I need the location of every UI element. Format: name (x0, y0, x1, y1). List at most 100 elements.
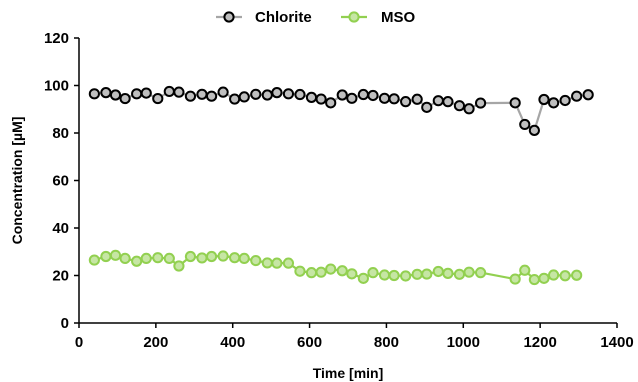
data-point-chlorite (528, 124, 540, 136)
data-point-mso (250, 254, 262, 267)
data-point-mso (559, 270, 571, 282)
data-point-mso (152, 252, 164, 264)
data-point-mso (442, 267, 454, 279)
data-point-chlorite (463, 103, 475, 115)
x-tick-label: 1400 (600, 334, 633, 351)
data-point-chlorite (152, 92, 164, 105)
data-point-mso (271, 257, 283, 269)
data-point-mso (119, 252, 131, 264)
y-tick-label: 40 (52, 220, 69, 237)
data-point-chlorite (571, 90, 583, 102)
data-point-mso (411, 268, 423, 280)
data-point-mso (282, 257, 295, 269)
data-point-chlorite (582, 89, 594, 101)
data-point-mso (100, 250, 112, 263)
data-point-mso (336, 265, 348, 277)
data-point-mso (217, 250, 229, 262)
data-point-mso (229, 252, 241, 264)
data-point-chlorite (559, 94, 571, 107)
data-point-chlorite (250, 88, 262, 100)
legend-marker-mso (348, 11, 360, 23)
data-point-chlorite (271, 87, 283, 99)
data-point-chlorite (261, 89, 273, 101)
data-point-chlorite (173, 86, 185, 98)
x-tick-label: 400 (220, 334, 245, 351)
data-point-chlorite (336, 89, 348, 101)
data-point-mso (400, 270, 412, 282)
data-point-chlorite (140, 87, 152, 99)
legend-item-mso: MSO (341, 9, 416, 26)
data-point-chlorite (378, 92, 391, 104)
x-tick-label: 800 (374, 334, 399, 351)
data-point-chlorite (547, 97, 560, 109)
data-point-chlorite (205, 90, 218, 102)
data-point-chlorite (119, 92, 131, 105)
data-point-mso (378, 269, 391, 281)
data-point-chlorite (519, 118, 531, 131)
data-point-mso (519, 264, 531, 276)
data-point-chlorite (217, 86, 229, 98)
data-point-mso (474, 267, 487, 279)
data-point-chlorite (238, 91, 250, 103)
data-point-mso (528, 273, 540, 286)
x-tick-label: 1000 (447, 334, 480, 351)
data-point-mso (184, 250, 197, 263)
data-point-chlorite (315, 93, 327, 105)
data-point-mso (305, 267, 318, 279)
data-point-chlorite (305, 91, 318, 103)
data-point-mso (109, 249, 122, 261)
data-point-chlorite (509, 97, 521, 109)
x-tick-label: 0 (75, 334, 83, 351)
x-tick-label: 1200 (523, 334, 556, 351)
series-chlorite (88, 85, 594, 136)
data-point-mso (173, 260, 185, 272)
data-point-chlorite (388, 93, 400, 105)
legend-label-mso: MSO (381, 9, 416, 26)
data-point-chlorite (131, 88, 143, 100)
legend-item-chlorite: Chlorite (216, 9, 312, 26)
data-point-chlorite (400, 96, 412, 108)
data-point-mso (205, 250, 218, 263)
data-point-mso (163, 252, 175, 264)
data-point-mso (367, 267, 379, 279)
data-point-mso (238, 252, 250, 264)
y-tick-label: 0 (61, 315, 69, 332)
data-point-mso (294, 265, 306, 277)
data-point-mso (571, 269, 583, 281)
x-tick-label: 200 (143, 334, 168, 351)
data-point-chlorite (88, 88, 100, 100)
x-axis-label: Time [min] (313, 365, 384, 381)
data-point-mso (538, 272, 550, 284)
legend: Chlorite MSO (216, 9, 416, 26)
data-point-chlorite (421, 101, 433, 113)
series-mso (88, 249, 583, 286)
data-point-mso (509, 273, 521, 285)
data-point-mso (325, 263, 337, 275)
data-point-chlorite (100, 87, 112, 99)
data-point-mso (140, 252, 152, 264)
x-tick-label: 600 (297, 334, 322, 351)
data-point-chlorite (453, 100, 466, 112)
data-point-mso (432, 265, 444, 278)
legend-marker-chlorite (223, 11, 235, 23)
data-point-chlorite (346, 92, 358, 104)
data-point-chlorite (294, 88, 306, 101)
data-point-mso (315, 266, 327, 278)
data-point-chlorite (184, 90, 197, 102)
data-point-mso (547, 269, 560, 281)
data-point-chlorite (229, 93, 241, 105)
data-point-chlorite (282, 88, 295, 100)
data-point-chlorite (109, 89, 122, 101)
data-point-chlorite (474, 97, 487, 109)
y-axis-label: Concentration [µM] (9, 117, 25, 245)
data-point-mso (463, 266, 475, 278)
data-point-chlorite (538, 93, 550, 106)
legend-label-chlorite: Chlorite (255, 9, 312, 26)
data-point-mso (196, 252, 208, 264)
data-point-mso (131, 255, 143, 267)
y-tick-label: 20 (52, 268, 69, 285)
data-point-mso (88, 254, 100, 266)
data-point-mso (261, 257, 273, 269)
